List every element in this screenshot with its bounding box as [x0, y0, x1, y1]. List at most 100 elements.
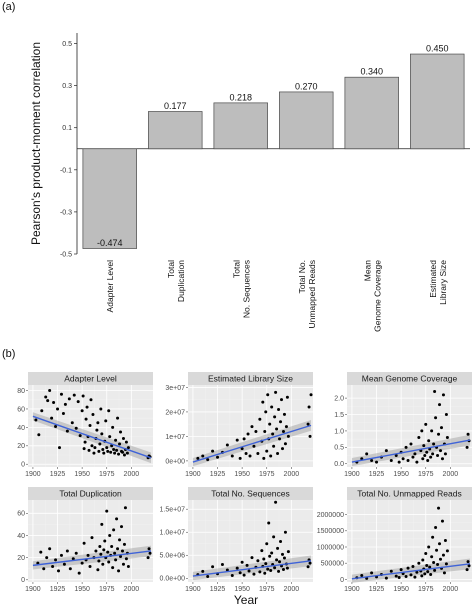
data-point — [279, 420, 283, 424]
trend-line — [351, 563, 471, 580]
data-point — [62, 562, 66, 566]
x-tick-label: 1900 — [344, 471, 360, 478]
data-point — [432, 442, 436, 446]
data-point — [220, 562, 224, 566]
data-point — [74, 426, 78, 430]
y-tick-label: -0.3 — [60, 209, 72, 216]
data-point — [278, 560, 282, 564]
data-point — [123, 506, 127, 510]
data-point — [420, 574, 424, 578]
data-point — [439, 557, 443, 561]
data-point — [52, 401, 56, 405]
data-point — [34, 418, 38, 422]
data-point — [426, 570, 430, 574]
category-label: TotalNo. Sequences — [231, 260, 251, 318]
facet-plot-area — [347, 500, 472, 582]
y-tick-label: 2.0 — [334, 396, 344, 403]
data-point — [148, 551, 152, 555]
bar — [279, 91, 334, 150]
data-point — [306, 422, 310, 426]
data-point — [126, 446, 130, 450]
x-tick-label: 1950 — [74, 471, 90, 478]
data-point — [107, 560, 111, 564]
facet-panel: Total No. Sequences 1900 1925 1950 1975 2000 0… — [160, 487, 313, 593]
data-point — [118, 538, 122, 542]
data-point — [266, 567, 270, 571]
data-point — [242, 437, 246, 441]
data-point — [274, 500, 278, 504]
y-tick-label: -0.1 — [60, 167, 72, 174]
data-point — [252, 572, 256, 576]
data-point — [436, 562, 440, 566]
data-point — [409, 573, 413, 577]
data-point — [262, 456, 266, 460]
data-point — [48, 389, 52, 393]
data-point — [263, 571, 267, 575]
data-point — [394, 454, 398, 458]
data-point — [425, 563, 429, 567]
data-point — [101, 447, 105, 451]
data-point — [245, 563, 249, 567]
data-point — [36, 561, 40, 565]
data-point — [272, 444, 276, 448]
x-tick-label: 2000 — [124, 471, 140, 478]
y-tick-label: 60 — [17, 511, 25, 518]
data-point — [281, 568, 285, 572]
data-point — [365, 452, 369, 456]
x-tick-label: 1975 — [99, 586, 115, 593]
data-point — [269, 568, 273, 572]
data-point — [93, 446, 97, 450]
data-point — [45, 556, 49, 560]
data-point — [411, 455, 415, 459]
data-point — [271, 432, 275, 436]
data-point — [247, 569, 251, 573]
data-point — [442, 571, 446, 575]
y-tick-label: 60 — [17, 406, 25, 413]
data-point — [90, 536, 94, 540]
data-point — [260, 549, 264, 553]
data-point — [230, 454, 234, 458]
data-point — [384, 576, 388, 580]
data-point — [445, 435, 449, 439]
data-point — [443, 539, 447, 543]
data-point — [283, 442, 287, 446]
y-tick-label: 1.0e+07 — [160, 530, 186, 537]
data-point — [279, 539, 283, 543]
data-point — [431, 452, 435, 456]
data-point — [225, 568, 229, 572]
data-point — [98, 545, 102, 549]
facet-plot-area — [28, 500, 153, 582]
category-label: MeanGenome Coverage — [362, 260, 382, 332]
data-point — [280, 552, 284, 556]
bar — [344, 76, 399, 150]
data-point — [125, 451, 129, 455]
data-point — [109, 450, 113, 454]
x-tick-label: 1900 — [25, 586, 41, 593]
y-tick-label: 0.0e+00 — [160, 576, 186, 583]
data-point — [116, 416, 120, 420]
x-tick-label: 1950 — [74, 586, 90, 593]
data-point — [375, 460, 379, 464]
data-point — [117, 569, 121, 573]
data-point — [427, 439, 431, 443]
data-point — [112, 528, 116, 532]
data-point — [285, 566, 289, 570]
data-point — [394, 574, 398, 578]
data-point — [248, 454, 252, 458]
data-point — [72, 393, 76, 397]
x-tick-label: 2000 — [124, 586, 140, 593]
data-point — [84, 417, 88, 421]
data-point — [270, 551, 274, 555]
data-point — [401, 457, 405, 461]
data-point — [107, 409, 111, 413]
data-point — [106, 449, 110, 453]
y-tick-label: 0.3 — [62, 83, 72, 90]
data-point — [238, 456, 242, 460]
x-tick-label: 1925 — [369, 586, 385, 593]
data-point — [438, 403, 442, 407]
data-point — [68, 567, 72, 571]
data-point — [111, 566, 115, 570]
x-tick-label: 1925 — [50, 586, 66, 593]
